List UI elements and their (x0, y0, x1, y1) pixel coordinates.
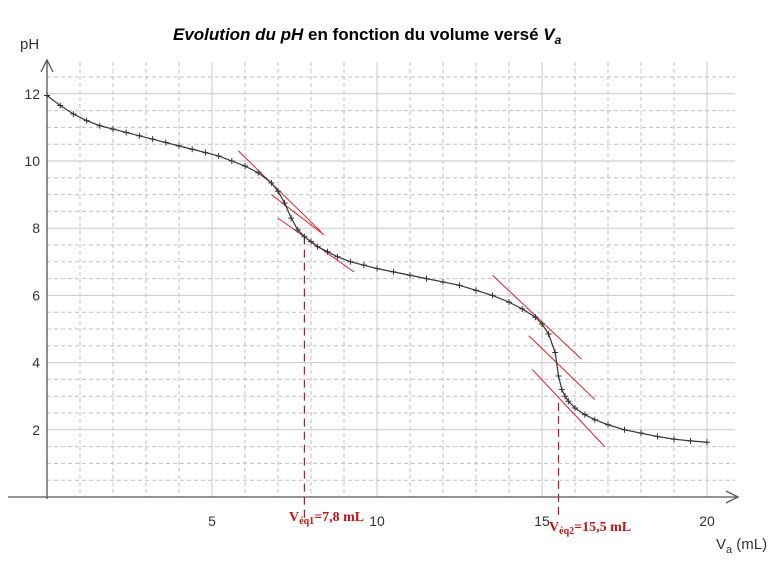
eq-label-value: =15,5 mL (574, 520, 631, 535)
data-point-marker (334, 253, 341, 260)
data-point-marker (347, 258, 354, 265)
data-point-marker (360, 262, 367, 269)
eq-label-var: V (289, 510, 299, 525)
data-point-marker (275, 188, 281, 195)
data-point-marker (268, 179, 275, 186)
data-point-marker (149, 136, 156, 143)
tangent-line (531, 368, 606, 447)
x-axis-label-var: V (716, 536, 726, 553)
data-point-marker (215, 152, 222, 159)
data-point-marker (456, 282, 463, 289)
axes (8, 58, 740, 504)
data-point-marker (301, 233, 308, 240)
data-point-marker (228, 158, 235, 164)
data-point-marker (324, 248, 331, 255)
y-axis-label: pH (20, 36, 39, 53)
y-tick-label: 8 (32, 220, 40, 236)
data-point-marker (123, 129, 130, 136)
x-axis-label: Va (mL) (716, 536, 767, 556)
data-point-marker (562, 393, 569, 400)
data-point-marker (687, 437, 694, 444)
data-point-marker (532, 314, 539, 321)
data-point-marker (407, 272, 413, 279)
y-tick-label: 12 (24, 86, 40, 102)
data-point-marker (57, 102, 64, 109)
title-part: a (555, 33, 562, 47)
y-tick-label: 10 (24, 153, 40, 169)
eq-label-sub: éq2 (559, 526, 574, 537)
tangent-line (271, 194, 325, 236)
data-point-marker (390, 268, 397, 275)
data-point-marker (539, 320, 545, 327)
data-point-marker (605, 421, 611, 428)
title-part: V (543, 25, 556, 44)
title-part: pH (280, 25, 304, 44)
data-point-marker (545, 331, 552, 338)
data-point-marker (473, 287, 479, 294)
data-point-marker (110, 126, 116, 133)
data-point-marker (671, 436, 677, 443)
data-point-marker (162, 139, 169, 146)
tick-labels: 5 10 15 20 2 4 6 8 10 12 (24, 86, 715, 529)
data-point-marker (506, 299, 512, 306)
x-axis-label-unit: (mL) (732, 536, 767, 553)
title-part: en fonction du volume versé (303, 25, 543, 44)
x-tick-label: 5 (208, 513, 216, 529)
y-axis-arrow (40, 58, 54, 73)
equivalence-label: Véq2=15,5 mL (549, 520, 631, 537)
data-point-marker (176, 142, 182, 149)
data-point-marker (581, 411, 588, 418)
data-point-marker (255, 169, 262, 176)
data-point-marker (308, 238, 314, 245)
data-point-marker (96, 122, 103, 129)
equivalence-lines (303, 236, 560, 519)
grid (47, 62, 735, 497)
title-part: Evolution du (173, 25, 281, 44)
x-axis-arrow (725, 490, 740, 504)
x-tick-label: 20 (699, 513, 715, 529)
x-tick-label: 10 (369, 513, 385, 529)
y-tick-label: 4 (32, 355, 40, 371)
eq-label-sub: éq1 (299, 516, 314, 527)
data-point-marker (565, 398, 572, 405)
data-point-marker (654, 433, 661, 440)
data-point-marker (572, 404, 578, 411)
equivalence-label: Véq1=7,8 mL (289, 510, 364, 527)
data-point-marker (621, 426, 628, 433)
y-tick-label: 6 (32, 287, 40, 303)
data-point-marker (519, 305, 526, 312)
data-point-marker (70, 110, 77, 117)
data-point-marker (440, 278, 446, 285)
data-point-marker (83, 117, 90, 124)
data-point-marker (288, 215, 295, 222)
tangent-line (528, 335, 596, 400)
data-point-marker (202, 149, 209, 156)
eq-label-var: V (549, 520, 559, 535)
titration-curve (44, 92, 710, 446)
chart-title: Evolution du pH en fonction du volume ve… (173, 25, 562, 47)
eq-label-value: =7,8 mL (314, 510, 364, 525)
data-point-marker (591, 416, 598, 423)
data-point-marker (555, 373, 562, 380)
x-axis-label-sub: a (726, 544, 733, 556)
data-point-marker (374, 265, 380, 272)
data-point-marker (558, 386, 565, 393)
data-point-marker (552, 349, 559, 356)
data-point-marker (189, 146, 196, 153)
data-point-marker (638, 430, 644, 437)
data-point-marker (136, 132, 143, 139)
x-tick-label: 15 (534, 513, 550, 529)
data-point-marker (489, 292, 496, 299)
data-point-marker (44, 92, 50, 99)
data-point-marker (294, 226, 301, 233)
data-point-marker (281, 200, 288, 206)
y-tick-label: 2 (32, 422, 40, 438)
data-point-marker (242, 163, 248, 170)
data-point-marker (704, 439, 710, 446)
data-point-marker (423, 275, 430, 282)
tangent-lines (238, 150, 606, 447)
data-point-marker (314, 243, 321, 250)
